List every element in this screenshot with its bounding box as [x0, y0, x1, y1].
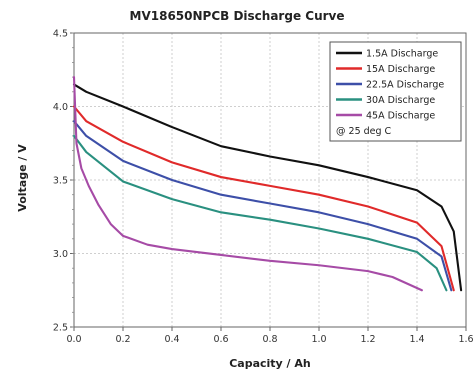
y-tick-label: 3.0: [53, 249, 68, 260]
legend-label: 45A Discharge: [366, 111, 435, 122]
series-line-4: [72, 134, 448, 292]
series-line-1: [72, 83, 463, 292]
tick-layer: 0.0 0.2 0.4 0.6 0.8 1.0 1.2 1.4 1.6 2.5 3.0 3.5 4.0 4…: [53, 29, 474, 346]
legend-label: 22.5A Discharge: [366, 80, 444, 91]
legend: 1.5A Discharge 15A Discharge 22.5A Dischar…: [329, 41, 462, 142]
legend-label: 1.5A Discharge: [366, 49, 438, 60]
legend-label: 15A Discharge: [366, 64, 435, 75]
x-tick-label: 1.0: [311, 334, 326, 345]
y-tick-label: 3.5: [53, 176, 68, 187]
x-axis-label: Capacity / Ah: [229, 357, 311, 370]
y-tick-label: 2.5: [53, 323, 68, 334]
y-tick-label: 4.5: [53, 29, 68, 40]
x-tick-label: 0.6: [213, 334, 228, 345]
legend-label: 30A Discharge: [366, 95, 435, 106]
y-axis-label: Voltage / V: [16, 144, 29, 212]
x-tick-label: 0.2: [115, 334, 130, 345]
legend-note: @ 25 deg C: [336, 126, 392, 137]
series-line-5: [72, 76, 423, 292]
x-tick-label: 0.0: [66, 334, 81, 345]
series-line-2: [72, 105, 455, 292]
y-tick-label: 4.0: [53, 102, 68, 113]
series-layer: [72, 76, 463, 292]
legend-box: [329, 41, 462, 142]
x-tick-label: 1.4: [409, 334, 424, 345]
x-tick-label: 1.2: [360, 334, 375, 345]
x-tick-label: 0.4: [164, 334, 179, 345]
chart-title: MV18650NPCB Discharge Curve: [130, 9, 345, 23]
series-line-3: [72, 120, 453, 292]
x-tick-label: 0.8: [262, 334, 277, 345]
x-tick-label: 1.6: [458, 334, 473, 345]
